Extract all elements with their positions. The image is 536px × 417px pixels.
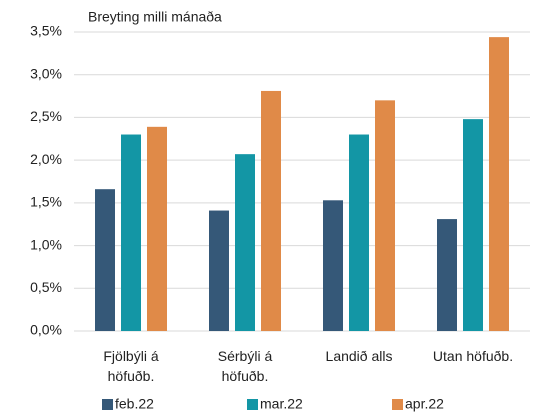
y-tick-label: 1,0% xyxy=(30,236,62,252)
bar xyxy=(235,154,255,331)
legend-label: apr.22 xyxy=(405,396,444,412)
bar xyxy=(437,219,457,331)
bar xyxy=(323,200,343,331)
bar xyxy=(209,210,229,331)
y-tick-label: 2,0% xyxy=(30,151,62,167)
x-tick-label: Sérbýli á höfuðb. xyxy=(217,348,273,384)
x-tick-label: Fjölbýli á höfuðb. xyxy=(103,348,159,384)
bar xyxy=(121,134,141,331)
legend-swatch xyxy=(392,399,403,410)
y-tick-label: 0,0% xyxy=(30,322,62,338)
bar xyxy=(95,189,115,331)
chart-title: Breyting milli mánaða xyxy=(88,9,222,25)
legend-swatch xyxy=(247,399,258,410)
bar xyxy=(261,90,281,332)
y-tick-label: 3,5% xyxy=(30,23,62,39)
legend-label: feb.22 xyxy=(115,396,154,412)
x-tick-label: Landið alls xyxy=(325,348,393,364)
x-tick-label: Utan höfuðb. xyxy=(432,348,514,364)
legend-label: mar.22 xyxy=(260,396,303,412)
bar xyxy=(375,100,395,331)
bar xyxy=(349,134,369,331)
y-tick-label: 3,0% xyxy=(30,65,62,81)
y-tick-label: 2,5% xyxy=(30,108,62,124)
bar xyxy=(147,126,167,331)
y-tick-label: 0,5% xyxy=(30,279,62,295)
y-tick-label: 1,5% xyxy=(30,194,62,210)
bar xyxy=(489,37,509,332)
legend-swatch xyxy=(102,399,113,410)
bar xyxy=(463,119,483,331)
